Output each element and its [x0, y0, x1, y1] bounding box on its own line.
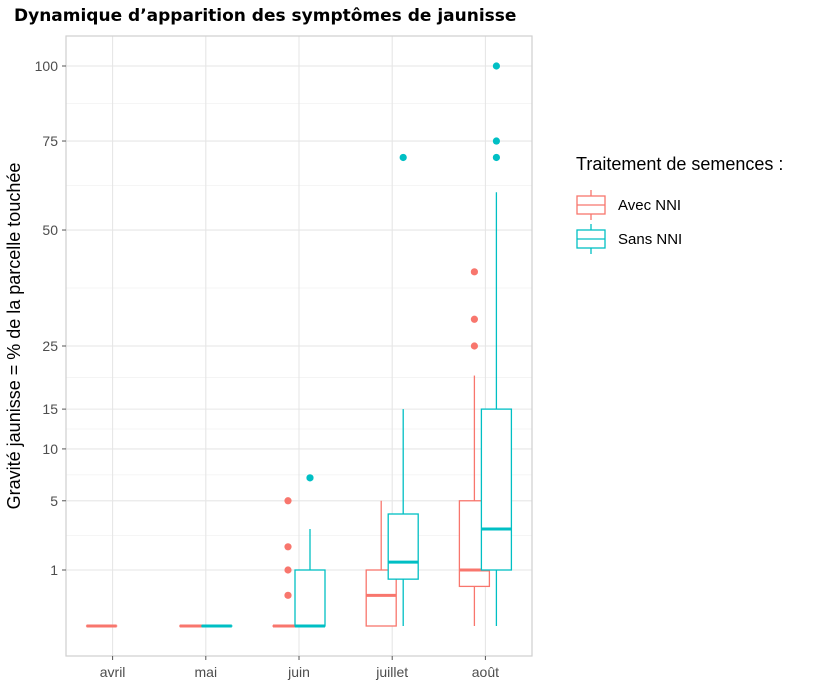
outlier-point [284, 591, 292, 599]
x-tick-label: avril [100, 664, 126, 680]
grid [66, 36, 532, 656]
y-tick-label: 75 [42, 133, 58, 149]
box-juin [294, 474, 326, 628]
y-tick-label: 10 [42, 441, 58, 457]
outlier-point [399, 153, 407, 162]
y-tick-label: 1 [50, 562, 58, 578]
x-tick-label: juin [287, 664, 310, 680]
y-tick-label: 50 [42, 222, 58, 238]
legend-label: Sans NNI [618, 231, 682, 248]
legend-key-1 [576, 190, 606, 220]
outlier-point [306, 474, 314, 482]
box-août [480, 62, 513, 626]
outlier-point [284, 566, 292, 574]
chart-title: Dynamique d’apparition des symptômes de … [14, 6, 517, 26]
x-axis-ticks: avril mai juin juillet août [100, 656, 499, 680]
x-tick-label: août [472, 664, 499, 680]
outlier-point [284, 543, 292, 551]
outlier-point [470, 342, 478, 350]
y-tick-label: 25 [42, 338, 58, 354]
outlier-point [492, 137, 500, 145]
outlier-point [492, 153, 500, 162]
outlier-point [284, 497, 292, 505]
box [294, 569, 326, 627]
legend: Traitement de semences : Avec NNI Sans NNI [576, 154, 783, 254]
series-avec-nni [85, 268, 491, 628]
outlier-point [492, 62, 500, 70]
y-tick-label: 15 [42, 401, 58, 417]
outlier-point [470, 268, 478, 276]
y-tick-label: 5 [50, 493, 58, 509]
x-tick-label: juillet [375, 664, 408, 680]
x-tick-label: mai [195, 664, 218, 680]
legend-title: Traitement de semences : [576, 154, 783, 174]
outlier-point [470, 315, 478, 323]
legend-key-2 [576, 224, 606, 254]
box [387, 513, 419, 580]
series-sans-nni [201, 62, 513, 628]
box [480, 408, 513, 571]
box-juillet [387, 153, 419, 626]
y-tick-label: 100 [35, 58, 59, 74]
y-axis-label: Gravité jaunisse = % de la parcelle touc… [4, 163, 24, 510]
legend-label: Avec NNI [618, 197, 681, 214]
box-series [85, 62, 513, 628]
